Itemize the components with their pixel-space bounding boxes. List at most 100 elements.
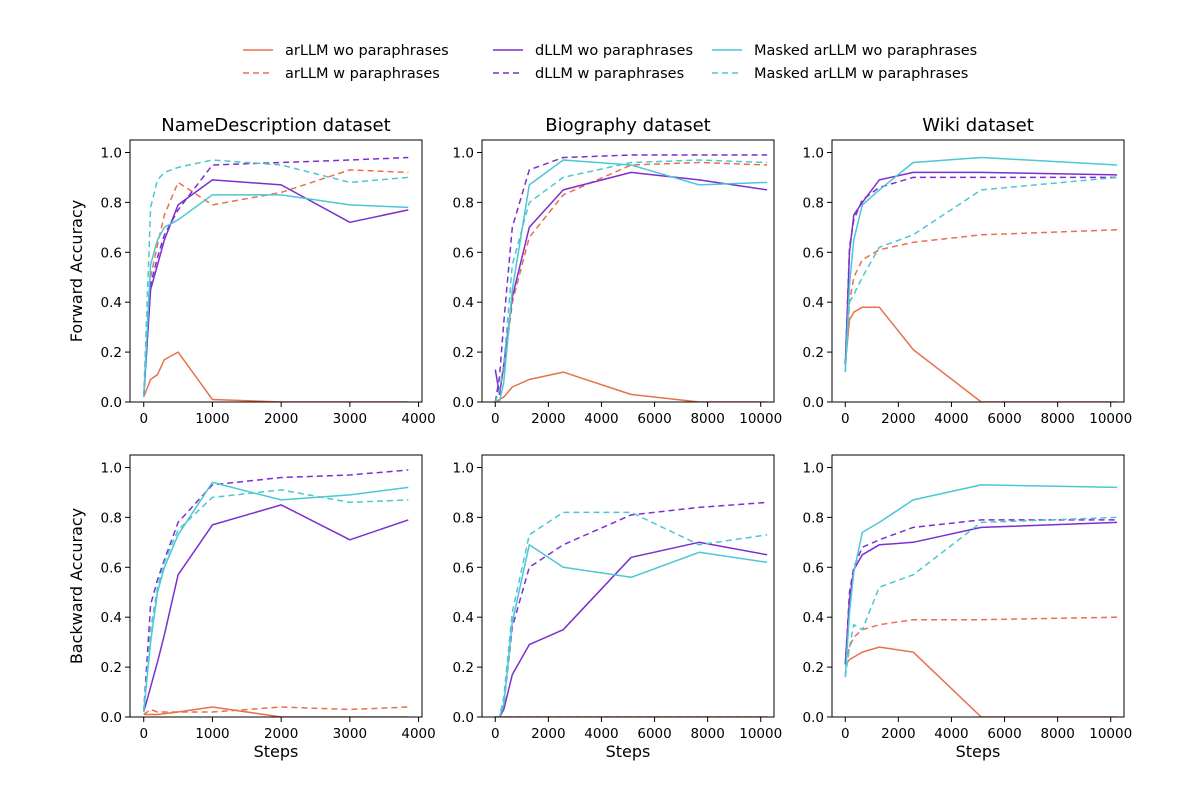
series-group bbox=[142, 469, 409, 717]
legend-label-m_w: Masked arLLM w paraphrases bbox=[754, 66, 968, 82]
y-tick-label: 0.4 bbox=[101, 295, 122, 311]
series-line-d_w bbox=[494, 154, 768, 402]
y-tick-label: 0.0 bbox=[803, 710, 824, 726]
series-line-m_w bbox=[495, 511, 768, 717]
y-tick-label: 0.0 bbox=[101, 710, 122, 726]
x-tick-label: 0 bbox=[491, 726, 500, 742]
x-axis-label: Steps bbox=[606, 742, 651, 761]
series-line-m_wo bbox=[844, 156, 1118, 373]
y-tick-label: 0.2 bbox=[101, 660, 122, 676]
series-group bbox=[495, 501, 768, 717]
subplots: 0 1000 2000 3000 4000 0.0 0.2 0.4 0.6 0.8 1.0 NameD… bbox=[67, 115, 1132, 761]
y-tick-label: 0.8 bbox=[453, 195, 474, 211]
x-tick-label: 4000 bbox=[584, 411, 618, 427]
y-tick-label: 0.6 bbox=[803, 560, 824, 576]
x-tick-label: 6000 bbox=[637, 726, 671, 742]
x-tick-label: 8000 bbox=[1040, 411, 1074, 427]
series-line-ar_wo bbox=[494, 371, 768, 402]
series-line-m_w bbox=[844, 176, 1118, 373]
y-tick-label: 0.8 bbox=[453, 510, 474, 526]
legend-label-ar_wo: arLLM wo paraphrases bbox=[285, 43, 449, 59]
legend: arLLM wo paraphrases arLLM w paraphrases d… bbox=[243, 43, 977, 82]
axes-frame bbox=[481, 454, 775, 718]
x-tick-label: 1000 bbox=[195, 411, 229, 427]
subplot-bwd-wiki: 0 2000 4000 6000 8000 10000 0.0 0.2 0.4 0.6 0.8 1.0… bbox=[803, 454, 1132, 761]
x-tick-label: 0 bbox=[139, 411, 148, 427]
y-tick-label: 0.2 bbox=[803, 660, 824, 676]
axes-frame bbox=[129, 139, 423, 403]
x-tick-label: 1000 bbox=[195, 726, 229, 742]
x-tick-label: 2000 bbox=[881, 411, 915, 427]
series-line-ar_wo bbox=[844, 306, 1118, 402]
series-line-d_w bbox=[142, 469, 409, 713]
x-tick-label: 0 bbox=[491, 411, 500, 427]
x-tick-label: 6000 bbox=[637, 411, 671, 427]
y-tick-label: 1.0 bbox=[453, 145, 474, 161]
y-tick-label: 0.6 bbox=[803, 245, 824, 261]
y-tick-label: 0.0 bbox=[803, 395, 824, 411]
x-tick-label: 0 bbox=[841, 726, 850, 742]
y-tick-label: 0.2 bbox=[453, 660, 474, 676]
series-line-d_wo bbox=[495, 541, 768, 717]
x-tick-label: 2000 bbox=[264, 726, 298, 742]
x-tick-label: 6000 bbox=[987, 726, 1021, 742]
y-tick-label: 0.8 bbox=[803, 510, 824, 526]
series-group bbox=[142, 156, 409, 402]
series-line-d_w bbox=[142, 156, 409, 398]
series-line-ar_w bbox=[844, 616, 1118, 665]
subplot-fwd-namedesc: 0 1000 2000 3000 4000 0.0 0.2 0.4 0.6 0.8 1.0 NameD… bbox=[67, 115, 436, 427]
series-line-d_w bbox=[844, 519, 1118, 665]
y-axis-label: Forward Accuracy bbox=[67, 200, 86, 342]
x-axis-label: Steps bbox=[254, 742, 299, 761]
series-line-m_wo bbox=[495, 159, 768, 402]
y-tick-label: 0.6 bbox=[453, 560, 474, 576]
subplot-fwd-bio: 0 2000 4000 6000 8000 10000 0.0 0.2 0.4 0.6 0.8 1.0… bbox=[453, 115, 783, 427]
x-axis-label: Steps bbox=[956, 742, 1001, 761]
y-tick-label: 0.8 bbox=[101, 510, 122, 526]
y-tick-label: 0.4 bbox=[453, 610, 474, 626]
y-tick-label: 0.6 bbox=[101, 560, 122, 576]
series-line-d_wo bbox=[844, 171, 1118, 365]
subplot-fwd-wiki: 0 2000 4000 6000 8000 10000 0.0 0.2 0.4 0.6 0.8 1.0… bbox=[803, 115, 1133, 427]
series-line-d_wo bbox=[494, 171, 768, 396]
series-line-ar_w bbox=[494, 161, 768, 402]
series-line-ar_w bbox=[142, 169, 409, 398]
x-tick-label: 3000 bbox=[333, 726, 367, 742]
x-tick-label: 8000 bbox=[690, 726, 724, 742]
series-line-m_w bbox=[142, 159, 409, 398]
series-group bbox=[844, 156, 1118, 402]
axes-frame bbox=[129, 454, 423, 718]
subplot-bwd-namedesc: 0 1000 2000 3000 4000 0.0 0.2 0.4 0.6 0.8 1.0 Steps… bbox=[67, 454, 436, 761]
y-tick-label: 0.2 bbox=[453, 345, 474, 361]
x-tick-label: 2000 bbox=[531, 726, 565, 742]
x-tick-label: 3000 bbox=[333, 411, 367, 427]
x-tick-label: 10000 bbox=[739, 411, 782, 427]
series-line-m_w bbox=[494, 159, 768, 402]
y-tick-label: 1.0 bbox=[803, 460, 824, 476]
y-tick-label: 1.0 bbox=[453, 460, 474, 476]
x-tick-label: 4000 bbox=[401, 726, 435, 742]
y-tick-label: 0.0 bbox=[453, 395, 474, 411]
subplot-title: NameDescription dataset bbox=[161, 115, 390, 136]
y-tick-label: 0.4 bbox=[803, 610, 824, 626]
x-tick-label: 10000 bbox=[739, 726, 782, 742]
x-tick-label: 0 bbox=[841, 411, 850, 427]
x-tick-label: 4000 bbox=[401, 411, 435, 427]
y-tick-label: 0.6 bbox=[101, 245, 122, 261]
x-tick-label: 2000 bbox=[881, 726, 915, 742]
y-tick-label: 0.4 bbox=[803, 295, 824, 311]
series-line-m_wo bbox=[142, 194, 409, 398]
series-line-m_wo bbox=[142, 481, 409, 713]
y-axis-label: Backward Accuracy bbox=[67, 508, 86, 664]
axes-frame bbox=[831, 139, 1125, 403]
y-tick-label: 0.6 bbox=[453, 245, 474, 261]
y-tick-label: 1.0 bbox=[101, 145, 122, 161]
legend-label-d_wo: dLLM wo paraphrases bbox=[535, 43, 693, 59]
y-tick-label: 0.0 bbox=[101, 395, 122, 411]
subplot-bwd-bio: 0 2000 4000 6000 8000 10000 0.0 0.2 0.4 0.6 0.8 1.0… bbox=[453, 454, 782, 761]
series-line-d_wo bbox=[142, 504, 409, 713]
y-tick-label: 1.0 bbox=[803, 145, 824, 161]
x-tick-label: 4000 bbox=[584, 726, 618, 742]
series-line-m_wo bbox=[495, 544, 768, 717]
